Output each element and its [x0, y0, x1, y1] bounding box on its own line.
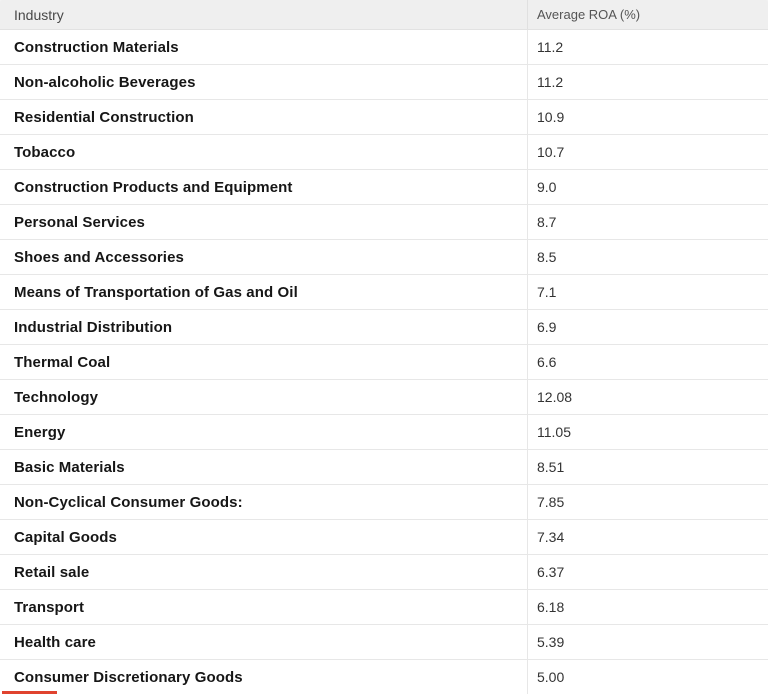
column-header-average-roa: Average ROA (%)	[527, 0, 768, 29]
roa-value-cell: 8.7	[527, 205, 768, 239]
industry-cell: Personal Services	[14, 213, 145, 231]
roa-value-cell: 6.9	[527, 310, 768, 344]
roa-value-cell: 5.39	[527, 625, 768, 659]
roa-value-cell: 7.34	[527, 520, 768, 554]
table-row: Shoes and Accessories 8.5	[0, 240, 768, 275]
industry-cell: Industrial Distribution	[14, 318, 173, 336]
table-row: Technology 12.08	[0, 380, 768, 415]
industry-cell: Thermal Coal	[14, 353, 111, 371]
roa-value-cell: 6.18	[527, 590, 768, 624]
column-header-industry: Industry	[14, 6, 64, 23]
table-row: Non-Cyclical Consumer Goods: 7.85	[0, 485, 768, 520]
industry-cell: Energy	[14, 423, 66, 441]
industry-cell: Transport	[14, 598, 85, 616]
roa-value-cell: 11.05	[527, 415, 768, 449]
table-row: Retail sale 6.37	[0, 555, 768, 590]
table-header-row: Industry Average ROA (%)	[0, 0, 768, 30]
industry-cell: Capital Goods	[14, 528, 117, 546]
table-row: Basic Materials 8.51	[0, 450, 768, 485]
industry-cell: Shoes and Accessories	[14, 248, 184, 266]
table-row: Transport 6.18	[0, 590, 768, 625]
industry-cell: Construction Products and Equipment	[14, 178, 293, 196]
industry-cell: Technology	[14, 388, 99, 406]
table-row: Non-alcoholic Beverages 11.2	[0, 65, 768, 100]
table-body: Construction Materials 11.2 Non-alcoholi…	[0, 30, 768, 694]
industry-cell: Consumer Discretionary Goods	[14, 668, 243, 686]
industry-cell: Basic Materials	[14, 458, 125, 476]
table-row: Thermal Coal 6.6	[0, 345, 768, 380]
table-row: Health care 5.39	[0, 625, 768, 660]
roa-value-cell: 10.9	[527, 100, 768, 134]
table-row: Energy 11.05	[0, 415, 768, 450]
roa-value-cell: 8.51	[527, 450, 768, 484]
table-row: Means of Transportation of Gas and Oil 7…	[0, 275, 768, 310]
industry-cell: Construction Materials	[14, 38, 179, 56]
table-row: Personal Services 8.7	[0, 205, 768, 240]
table-row: Construction Materials 11.2	[0, 30, 768, 65]
red-accent-bar	[2, 691, 57, 694]
roa-value-cell: 8.5	[527, 240, 768, 274]
roa-value-cell: 9.0	[527, 170, 768, 204]
roa-value-cell: 11.2	[527, 65, 768, 99]
table-row: Capital Goods 7.34	[0, 520, 768, 555]
roa-value-cell: 7.1	[527, 275, 768, 309]
roa-value-cell: 6.6	[527, 345, 768, 379]
table-row: Industrial Distribution 6.9	[0, 310, 768, 345]
table-row: Construction Products and Equipment 9.0	[0, 170, 768, 205]
roa-value-cell: 5.00	[527, 660, 768, 694]
table-row: Residential Construction 10.9	[0, 100, 768, 135]
industry-cell: Tobacco	[14, 143, 76, 161]
industry-cell: Residential Construction	[14, 108, 194, 126]
roa-value-cell: 7.85	[527, 485, 768, 519]
roa-value-cell: 11.2	[527, 30, 768, 64]
roa-value-cell: 6.37	[527, 555, 768, 589]
industry-cell: Means of Transportation of Gas and Oil	[14, 283, 298, 301]
roa-value-cell: 10.7	[527, 135, 768, 169]
industry-cell: Non-Cyclical Consumer Goods:	[14, 493, 243, 511]
table-row: Consumer Discretionary Goods 5.00	[0, 660, 768, 694]
industry-cell: Retail sale	[14, 563, 90, 581]
roa-value-cell: 12.08	[527, 380, 768, 414]
industry-cell: Non-alcoholic Beverages	[14, 73, 196, 91]
table-row: Tobacco 10.7	[0, 135, 768, 170]
industry-cell: Health care	[14, 633, 96, 651]
